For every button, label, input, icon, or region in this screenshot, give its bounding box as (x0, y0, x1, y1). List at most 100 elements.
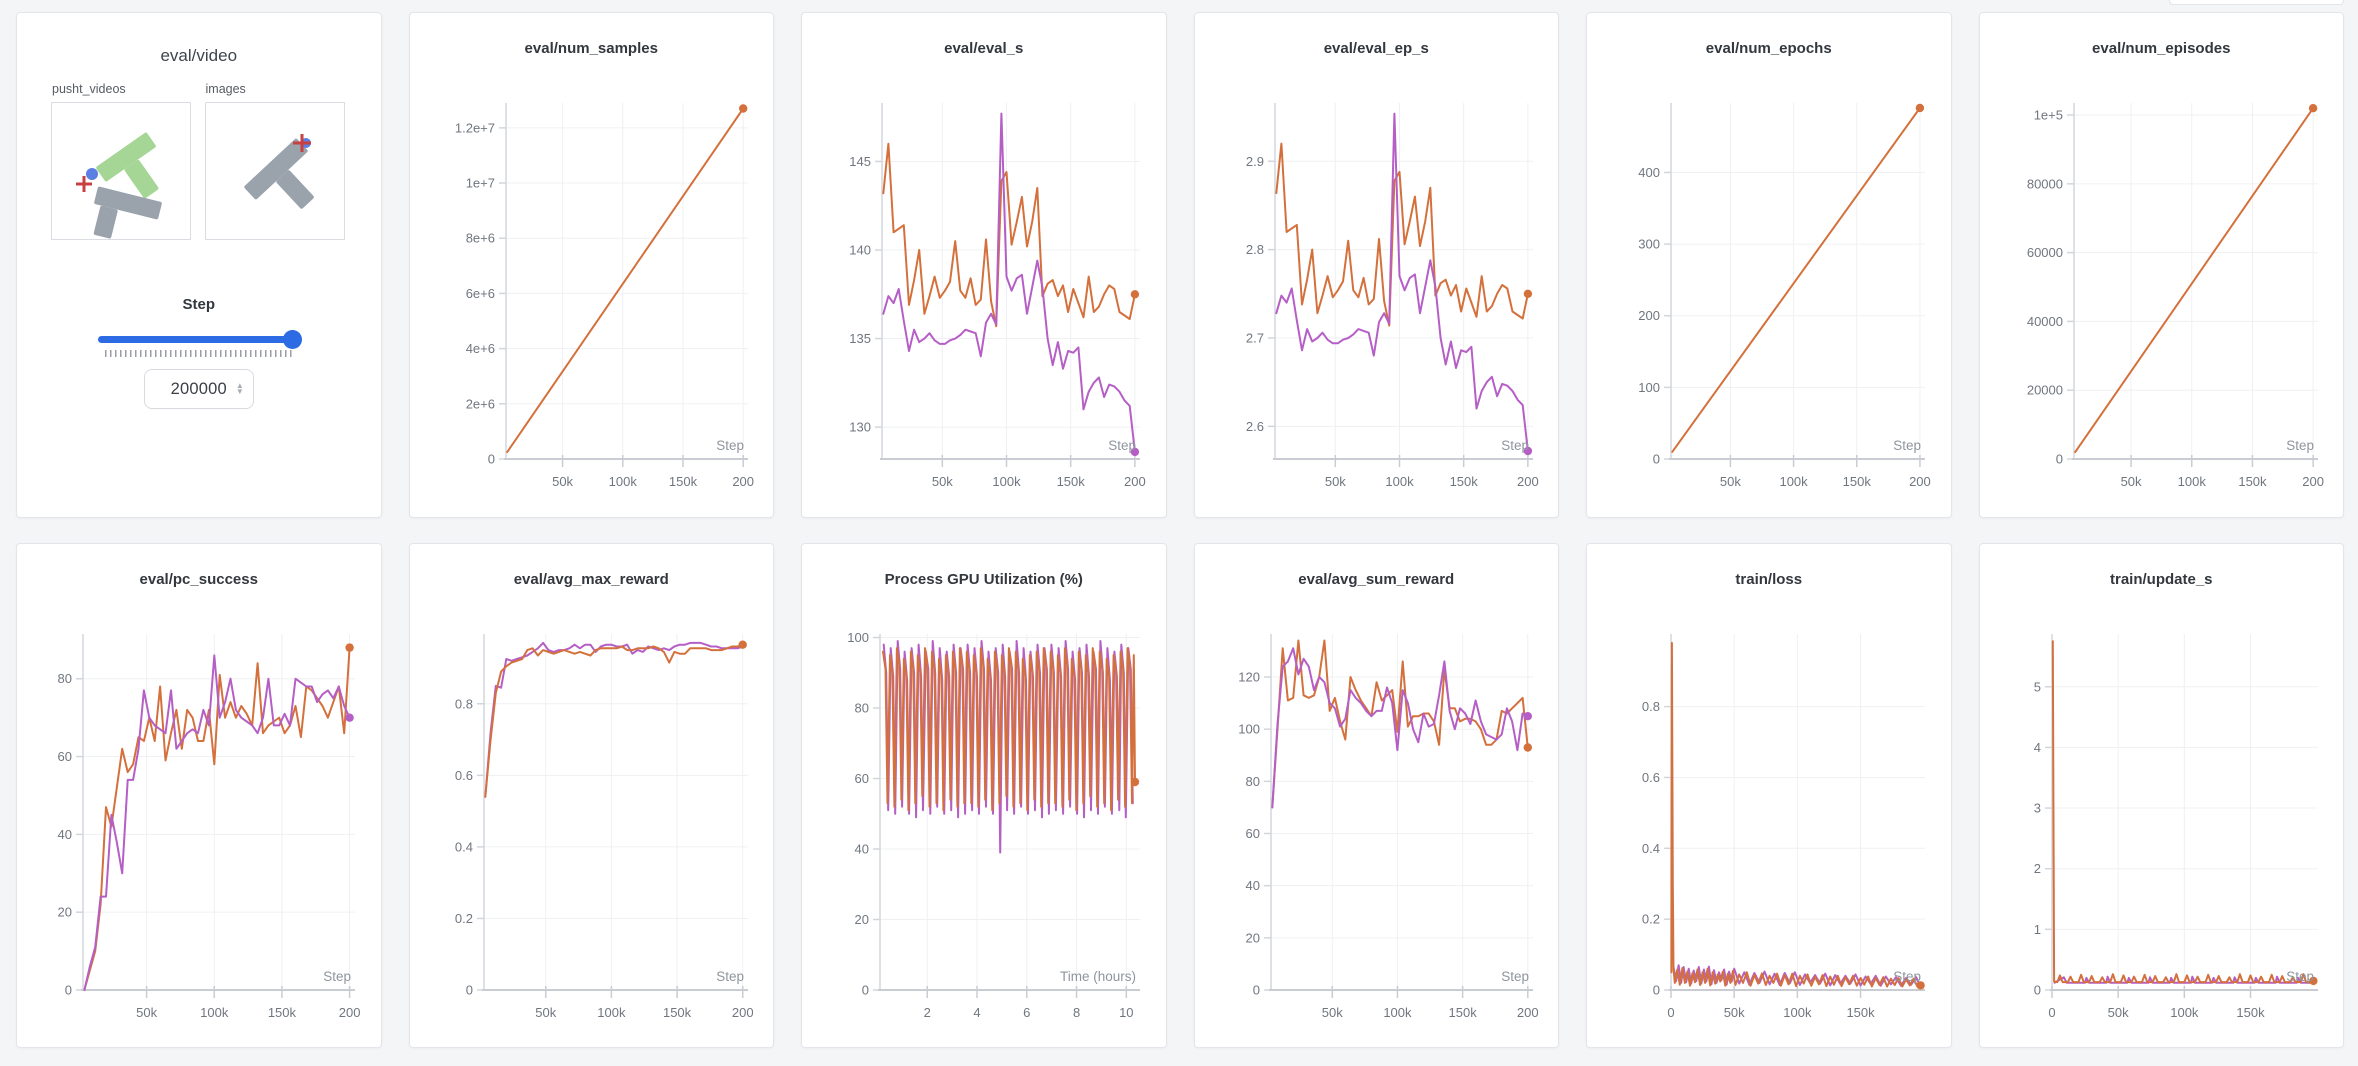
svg-text:150k: 150k (1448, 1005, 1477, 1020)
svg-text:Step: Step (1501, 438, 1529, 453)
svg-text:0: 0 (2033, 982, 2040, 997)
line-chart[interactable]: 0 100 200 300 400 50k 100k 150k 200 Step (1593, 69, 1945, 509)
chevron-down-icon[interactable]: ▼ (235, 387, 244, 396)
panel-eval-pc-success: eval/pc_success 0 20 40 60 80 50k 100k 150k 200 S… (16, 542, 382, 1048)
line-chart[interactable]: 0 1 2 3 4 5 0 50k 100k 150k Step (1986, 600, 2338, 1040)
panel-eval-video: eval/video pusht_videos (16, 12, 382, 518)
svg-text:Step: Step (323, 969, 351, 984)
svg-text:6e+6: 6e+6 (465, 286, 494, 301)
svg-text:0: 0 (465, 982, 472, 997)
svg-text:1e+7: 1e+7 (465, 176, 494, 191)
svg-text:200: 200 (339, 1005, 361, 1020)
svg-text:100k: 100k (1383, 1005, 1412, 1020)
svg-text:100k: 100k (1779, 474, 1808, 489)
svg-text:50k: 50k (552, 474, 573, 489)
step-slider[interactable] (97, 329, 302, 349)
svg-text:400: 400 (1638, 165, 1660, 180)
line-chart[interactable]: 0 20 40 60 80 100 120 50k 100k 150k 200 Step (1201, 600, 1553, 1040)
svg-text:200: 200 (1909, 474, 1931, 489)
media-thumbnails: pusht_videos (17, 66, 381, 240)
line-chart[interactable]: 0 20 40 60 80 50k 100k 150k 200 Step (23, 600, 375, 1040)
svg-text:4: 4 (973, 1005, 980, 1020)
chart-svg: 0 20000 40000 60000 80000 1e+5 50k 100k 150k 200 S… (2026, 103, 2324, 489)
line-chart[interactable]: 2.6 2.7 2.8 2.9 50k 100k 150k 200 Step (1201, 69, 1553, 509)
svg-text:200: 200 (1124, 474, 1146, 489)
line-chart[interactable]: 0 20000 40000 60000 80000 1e+5 50k 100k 150k 200 S… (1986, 69, 2338, 509)
chart-svg: 0 0.2 0.4 0.6 0.8 0 50k 100k 150k Step (1642, 633, 1925, 1020)
svg-text:150k: 150k (268, 1005, 297, 1020)
svg-text:100k: 100k (2170, 1005, 2199, 1020)
svg-text:150k: 150k (2238, 474, 2267, 489)
svg-text:0.4: 0.4 (454, 839, 472, 854)
svg-text:2e+6: 2e+6 (465, 396, 494, 411)
svg-text:20000: 20000 (2026, 383, 2062, 398)
svg-text:Step: Step (2286, 969, 2314, 984)
chart-title: eval/avg_max_reward (513, 570, 669, 588)
panel-eval-eval-s: eval/eval_s 130 135 140 145 50k 100k 150k 200 St… (801, 12, 1167, 518)
chart-svg: 0 0.2 0.4 0.6 0.8 50k 100k 150k 200 Step (454, 633, 753, 1020)
chart-svg: 130 135 140 145 50k 100k 150k 200 Step (849, 103, 1146, 489)
pusht-scene-icon (76, 132, 162, 239)
line-chart[interactable]: 0 0.2 0.4 0.6 0.8 50k 100k 150k 200 Step (416, 600, 768, 1040)
line-chart[interactable]: 130 135 140 145 50k 100k 150k 200 Step (808, 69, 1160, 509)
svg-text:100k: 100k (2177, 474, 2206, 489)
panel-gpu-utilization: Process GPU Utilization (%) 0 20 40 60 80 100… (801, 542, 1167, 1048)
step-slider-heading: Step (182, 296, 215, 313)
svg-text:8e+6: 8e+6 (465, 231, 494, 246)
svg-text:50k: 50k (2120, 474, 2141, 489)
chart-title: train/update_s (2109, 570, 2213, 588)
media-label: pusht_videos (52, 82, 126, 96)
line-chart[interactable]: 0 0.2 0.4 0.6 0.8 0 50k 100k 150k Step (1593, 600, 1945, 1040)
line-chart[interactable]: 0 20 40 60 80 100 2 4 6 8 10 Time (hours) (808, 600, 1160, 1040)
chart-svg: 0 20 40 60 80 50k 100k 150k 200 Step (58, 633, 361, 1020)
media-label: images (205, 82, 246, 96)
svg-text:145: 145 (849, 154, 871, 169)
chart-svg: 0 20 40 60 80 100 120 50k 100k 150k 200 Step (1238, 633, 1538, 1020)
media-item-pusht-videos: pusht_videos (51, 82, 191, 240)
slider-tick-marks (104, 350, 293, 357)
chart-title: eval/eval_s (944, 40, 1024, 57)
chart-title: eval/eval_ep_s (1323, 40, 1429, 57)
svg-text:2: 2 (924, 1005, 931, 1020)
svg-text:8: 8 (1073, 1005, 1080, 1020)
svg-text:0.8: 0.8 (1642, 699, 1660, 714)
slider-track[interactable] (97, 336, 300, 343)
step-value[interactable]: 200000 (170, 379, 227, 398)
svg-text:0: 0 (2055, 452, 2062, 467)
svg-text:200: 200 (1517, 474, 1539, 489)
svg-text:100: 100 (1638, 380, 1660, 395)
svg-text:Step: Step (1108, 438, 1136, 453)
svg-text:100: 100 (1238, 721, 1260, 736)
step-value-input[interactable]: 200000 ▲ ▼ (143, 369, 254, 409)
svg-text:50k: 50k (136, 1005, 157, 1020)
panel-eval-avg-sum-reward: eval/avg_sum_reward 0 20 40 60 80 100 120 50k 10… (1193, 542, 1559, 1048)
svg-text:60000: 60000 (2026, 245, 2062, 260)
slider-handle[interactable] (282, 330, 302, 349)
media-item-images: images (204, 82, 345, 240)
svg-text:4e+6: 4e+6 (465, 341, 494, 356)
chart-title: eval/avg_sum_reward (1298, 570, 1455, 588)
svg-text:120: 120 (1238, 669, 1260, 684)
svg-text:100: 100 (847, 630, 869, 645)
svg-text:60: 60 (1245, 826, 1259, 841)
svg-text:200: 200 (2302, 474, 2324, 489)
panel-eval-num-samples: eval/num_samples 0 2e+6 4e+6 6e+6 8e+6 1e+7 1.… (408, 12, 774, 518)
svg-text:40: 40 (855, 841, 869, 856)
line-chart[interactable]: 0 2e+6 4e+6 6e+6 8e+6 1e+7 1.2e+7 50k 100k 150k 20… (416, 69, 768, 509)
stepper-control[interactable]: ▲ ▼ (235, 381, 244, 396)
svg-text:80: 80 (1245, 773, 1259, 788)
chevron-up-icon[interactable]: ▲ (235, 381, 244, 390)
svg-text:0: 0 (487, 452, 494, 467)
svg-text:0.6: 0.6 (1642, 769, 1660, 784)
svg-text:1e+5: 1e+5 (2033, 108, 2062, 123)
svg-text:0: 0 (1252, 982, 1259, 997)
chart-title: eval/num_epochs (1705, 40, 1832, 57)
svg-text:Step: Step (716, 438, 744, 453)
chart-svg: 0 100 200 300 400 50k 100k 150k 200 Step (1638, 103, 1931, 489)
chart-title: Process GPU Utilization (%) (884, 570, 1083, 588)
panel-title: eval/video (160, 46, 238, 65)
svg-text:20: 20 (1245, 930, 1259, 945)
pusht-video-thumbnail[interactable] (51, 102, 191, 240)
images-thumbnail[interactable] (204, 102, 345, 240)
chart-title: eval/pc_success (139, 570, 258, 588)
